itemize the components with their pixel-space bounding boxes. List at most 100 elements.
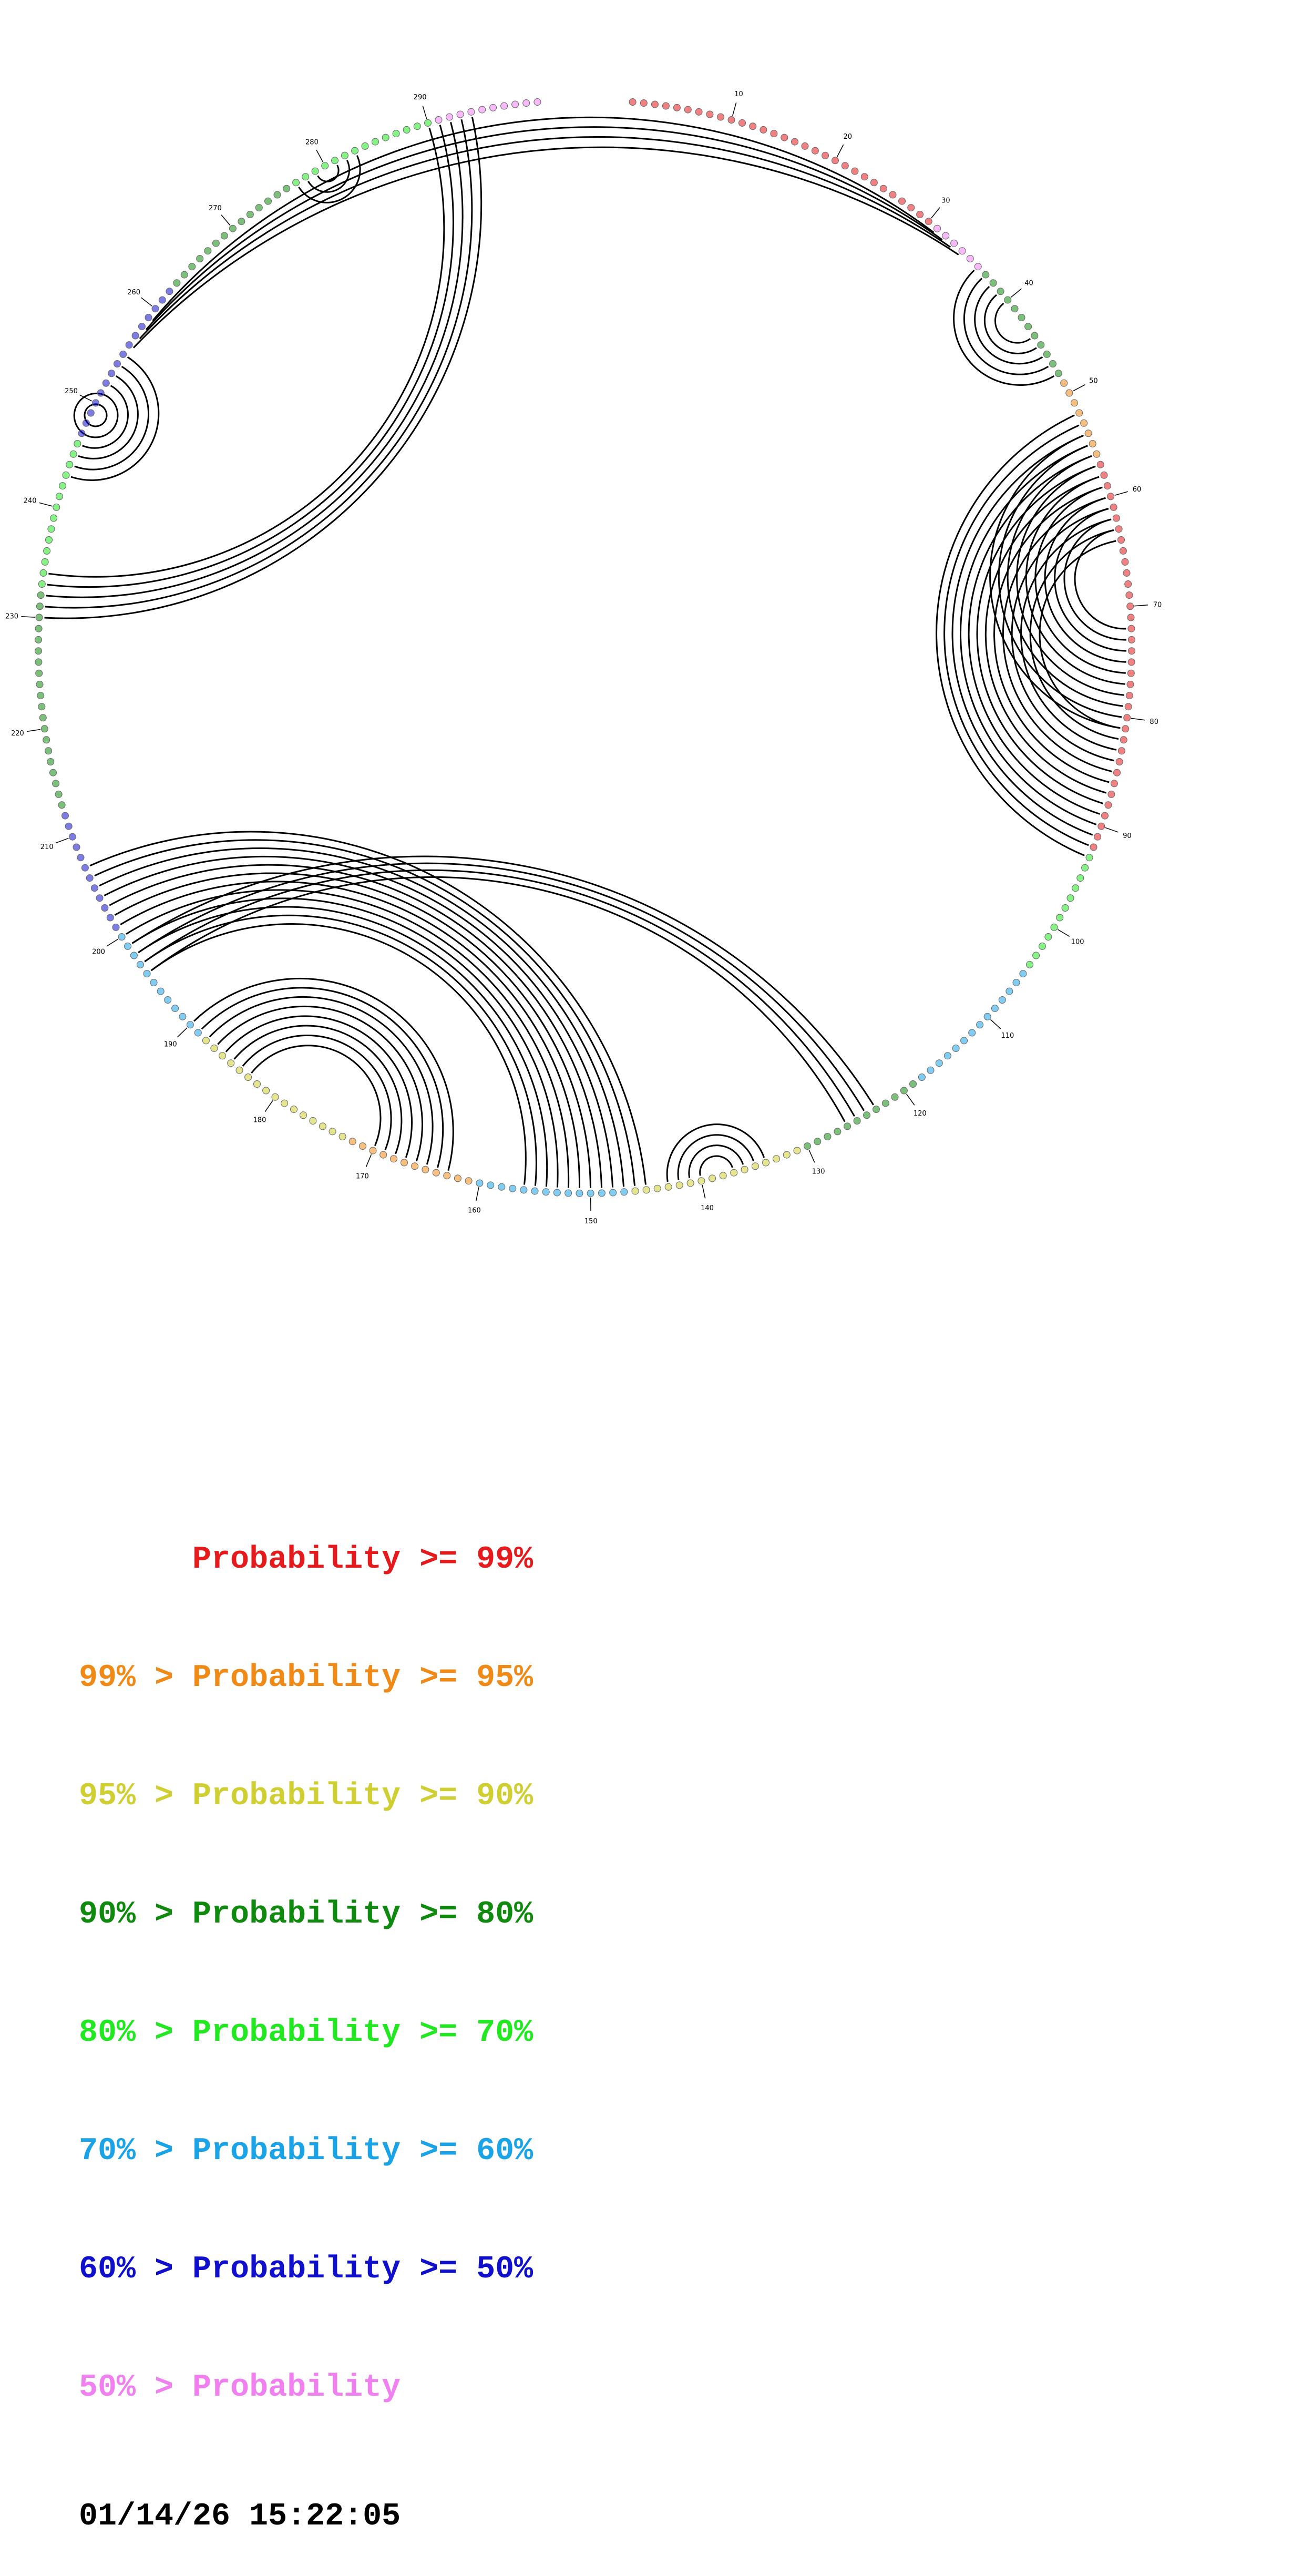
nucleotide-marker (999, 997, 1006, 1004)
nucleotide-marker (1118, 748, 1125, 754)
nucleotide-marker (717, 114, 724, 120)
nucleotide-marker (1027, 961, 1033, 968)
nucleotide-marker (640, 100, 647, 107)
nucleotide-marker (1128, 659, 1135, 666)
tick-label: 190 (164, 1040, 177, 1048)
nucleotide-marker (425, 119, 432, 126)
nucleotide-marker (520, 1187, 527, 1193)
nucleotide-marker (802, 142, 808, 149)
nucleotide-marker (814, 1138, 821, 1145)
nucleotide-marker (698, 1178, 705, 1184)
nucleotide-marker (676, 1182, 683, 1189)
nucleotide-marker (1102, 812, 1109, 819)
tick-line (809, 1150, 815, 1162)
nucleotide-marker (229, 225, 236, 232)
nucleotide-marker (1108, 791, 1115, 798)
tick-line (1134, 605, 1148, 606)
legend-row-60: 70% > Probability >= 60% (79, 2132, 533, 2171)
nucleotide-marker (812, 147, 818, 154)
nucleotide-marker (1082, 864, 1089, 871)
base-pair-arc (952, 435, 1093, 835)
nucleotide-marker (187, 1021, 193, 1028)
nucleotide-marker (414, 123, 420, 130)
base-pair-arc (45, 119, 472, 608)
nucleotide-marker (794, 1147, 801, 1154)
nucleotide-marker (159, 297, 166, 303)
nucleotide-marker (1122, 558, 1128, 565)
nucleotide-marker (446, 114, 453, 120)
nucleotide-marker (899, 198, 906, 205)
nucleotide-marker (255, 205, 262, 211)
legend-row-50: 60% > Probability >= 50% (79, 2250, 533, 2289)
nucleotide-marker (936, 1060, 942, 1067)
nucleotide-marker (598, 1190, 605, 1197)
timestamp: 01/14/26 15:22:05 (79, 2497, 533, 2537)
nucleotide-marker (1128, 625, 1135, 632)
nucleotide-marker (1120, 737, 1127, 743)
base-pair-arc (234, 1026, 402, 1154)
nucleotide-marker (272, 1093, 279, 1100)
nucleotide-marker (1043, 351, 1050, 357)
nucleotide-marker (959, 248, 966, 254)
nucleotide-marker (804, 1143, 811, 1150)
nucleotide-marker (673, 104, 680, 111)
nucleotide-marker (360, 1143, 366, 1150)
tick-line (1115, 492, 1128, 495)
nucleotide-marker (35, 648, 42, 655)
legend-label: Probability >= 90% (192, 1778, 533, 1814)
nucleotide-marker (610, 1189, 617, 1196)
probability-legend: Probability >= 99% 99% > Probability >= … (79, 1461, 533, 2576)
nucleotide-marker (247, 211, 253, 218)
tick-label: 270 (209, 205, 222, 212)
tick-label: 240 (24, 497, 37, 505)
nucleotide-marker (512, 101, 519, 108)
tick-label: 290 (414, 94, 427, 101)
nucleotide-marker (312, 168, 319, 175)
nucleotide-marker (370, 1147, 376, 1154)
nucleotide-marker (1124, 714, 1131, 721)
nucleotide-marker (39, 714, 46, 721)
nucleotide-marker (1062, 905, 1069, 912)
nucleotide-marker (48, 526, 55, 533)
nucleotide-marker (58, 802, 65, 809)
tick-label: 60 (1133, 486, 1142, 494)
nucleotide-marker (145, 314, 152, 321)
nucleotide-marker (245, 1074, 252, 1081)
nucleotide-marker (654, 1185, 661, 1192)
legend-label: Probability (192, 2370, 401, 2406)
nucleotide-marker (112, 924, 119, 931)
nucleotide-marker (1126, 592, 1133, 599)
base-pair-arc (318, 165, 339, 181)
nucleotide-marker (1006, 988, 1013, 995)
nucleotide-marker (824, 1133, 831, 1140)
nucleotide-marker (476, 1180, 483, 1187)
nucleotide-marker (212, 240, 219, 247)
nucleotide-marker (873, 1106, 880, 1113)
nucleotide-marker (479, 106, 486, 113)
nucleotide-marker (1039, 943, 1046, 949)
nucleotide-marker (63, 472, 69, 478)
nucleotide-marker (1018, 314, 1025, 321)
nucleotide-marker (1118, 537, 1125, 544)
nucleotide-marker (319, 1123, 326, 1130)
nucleotide-marker (1094, 833, 1101, 840)
nucleotide-marker (362, 142, 368, 149)
nucleotide-marker (1104, 483, 1111, 489)
nucleotide-marker (189, 263, 196, 270)
base-pair-arc (218, 1006, 422, 1161)
nucleotide-marker (302, 173, 309, 180)
nucleotide-marker (91, 885, 98, 892)
nucleotide-marker (435, 117, 442, 124)
base-pair-arc (104, 856, 612, 1187)
nucleotide-marker (132, 332, 139, 339)
circular-arc-diagram: 1020304050607080901001101201301401501601… (0, 0, 1303, 1304)
nucleotide-marker (38, 703, 45, 710)
nucleotide-marker (1127, 670, 1134, 677)
nucleotide-marker (952, 1045, 959, 1052)
nucleotide-marker (310, 1118, 316, 1125)
nucleotide-marker (263, 1087, 270, 1094)
legend-label: Probability >= 60% (192, 2133, 533, 2169)
nucleotide-marker (1066, 390, 1073, 396)
tick-line (265, 1100, 273, 1111)
nucleotide-marker (138, 323, 145, 330)
